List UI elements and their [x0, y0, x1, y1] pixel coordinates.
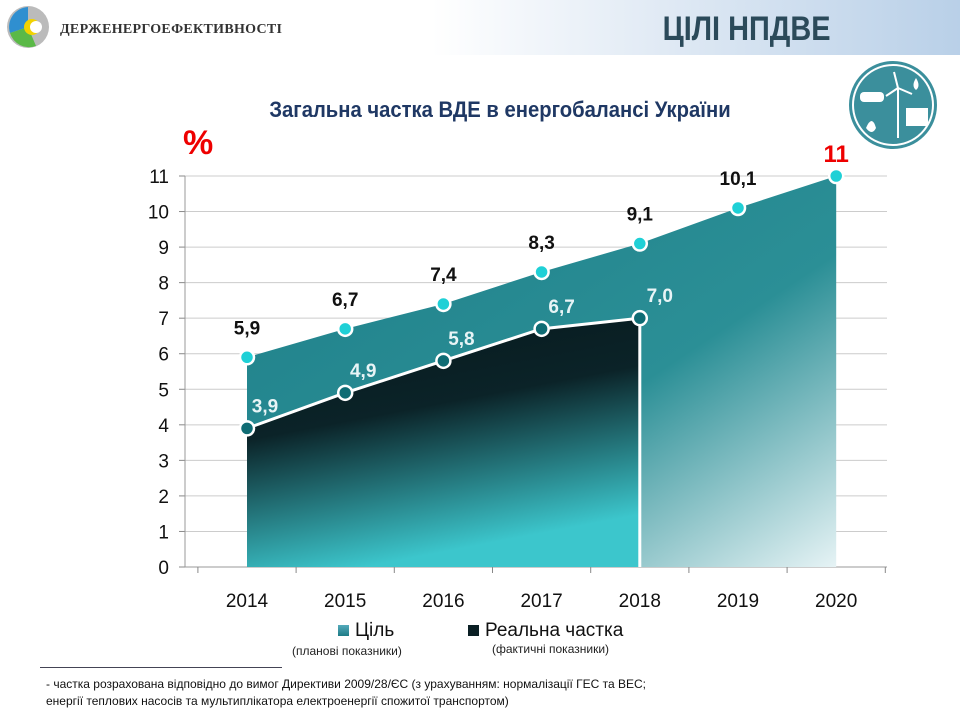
footnote-line-1: - частка розрахована відповідно до вимог… — [46, 677, 647, 691]
x-tick-label: 2018 — [619, 591, 661, 612]
actual-data-label: 3,9 — [252, 396, 278, 417]
target-point — [238, 349, 256, 366]
header-bar: ДЕРЖЕНЕРГОЕФЕКТИВНОСТІ ЦІЛІ НПДВЕ — [0, 0, 960, 55]
legend-label-actual: Реальна частка — [485, 620, 624, 641]
x-tick-label: 2020 — [815, 591, 857, 612]
target-data-label: 9,1 — [627, 205, 654, 226]
actual-area — [247, 318, 640, 567]
y-tick-label: 5 — [158, 380, 169, 401]
legend-note-actual: (фактичні показники) — [492, 642, 610, 656]
target-data-label: 10,1 — [720, 169, 757, 190]
target-data-label: 7,4 — [430, 265, 457, 286]
target-point — [729, 199, 747, 217]
y-tick-label: 6 — [158, 345, 169, 366]
y-tick-label: 9 — [158, 238, 169, 259]
y-tick-label: 7 — [158, 309, 169, 330]
actual-data-label: 6,7 — [548, 297, 574, 318]
actual-data-label: 4,9 — [350, 361, 376, 382]
x-tick-label: 2015 — [324, 591, 366, 612]
legend-note-target: (планові показники) — [292, 644, 402, 658]
renewable-energy-icon — [849, 61, 937, 149]
y-tick-label: 1 — [158, 522, 169, 543]
target-point — [827, 167, 845, 185]
y-tick-label: 11 — [149, 167, 169, 188]
chart-title: Загальна частка ВДЕ в енергобалансі Укра… — [269, 97, 731, 122]
legend-swatch-target — [338, 625, 349, 636]
actual-point — [238, 420, 256, 437]
y-tick-label: 10 — [148, 203, 169, 224]
target-data-label: 8,3 — [528, 233, 554, 254]
logo-icon — [7, 6, 49, 48]
page-title: ЦІЛІ НПДВЕ — [662, 10, 830, 48]
legend-item-actual: Реальна частка — [468, 620, 623, 642]
x-tick-label: 2014 — [226, 591, 269, 612]
y-tick-label: 8 — [158, 274, 169, 295]
actual-point — [533, 320, 550, 338]
footnote: - частка розрахована відповідно до вимог… — [46, 676, 646, 710]
footnote-line-2: енергії теплових насосів та мультиплікат… — [46, 694, 509, 708]
actual-point — [435, 352, 452, 370]
target-data-label: 11 — [824, 141, 849, 168]
y-tick-label: 0 — [158, 558, 169, 579]
actual-point — [336, 384, 354, 402]
y-tick-label: 3 — [158, 451, 169, 472]
actual-point — [631, 309, 649, 327]
target-data-label: 5,9 — [234, 318, 260, 339]
target-point — [631, 235, 649, 252]
x-tick-label: 2017 — [520, 591, 562, 612]
target-point — [336, 320, 354, 338]
x-tick-label: 2019 — [717, 591, 759, 612]
target-data-label: 6,7 — [332, 290, 358, 311]
target-point — [533, 263, 550, 281]
actual-data-label: 5,8 — [448, 329, 474, 350]
actual-data-label: 7,0 — [647, 286, 673, 307]
y-tick-label: 4 — [158, 416, 169, 437]
target-point — [435, 295, 452, 313]
legend-swatch-actual — [468, 625, 479, 636]
brand-name: ДЕРЖЕНЕРГОЕФЕКТИВНОСТІ — [60, 22, 283, 37]
legend-item-target: Ціль — [338, 620, 394, 642]
footnote-divider — [40, 667, 282, 668]
y-tick-label: 2 — [158, 487, 169, 508]
legend-label-target: Ціль — [355, 620, 395, 641]
x-tick-label: 2016 — [422, 591, 464, 612]
y-axis-unit: % — [183, 124, 214, 162]
